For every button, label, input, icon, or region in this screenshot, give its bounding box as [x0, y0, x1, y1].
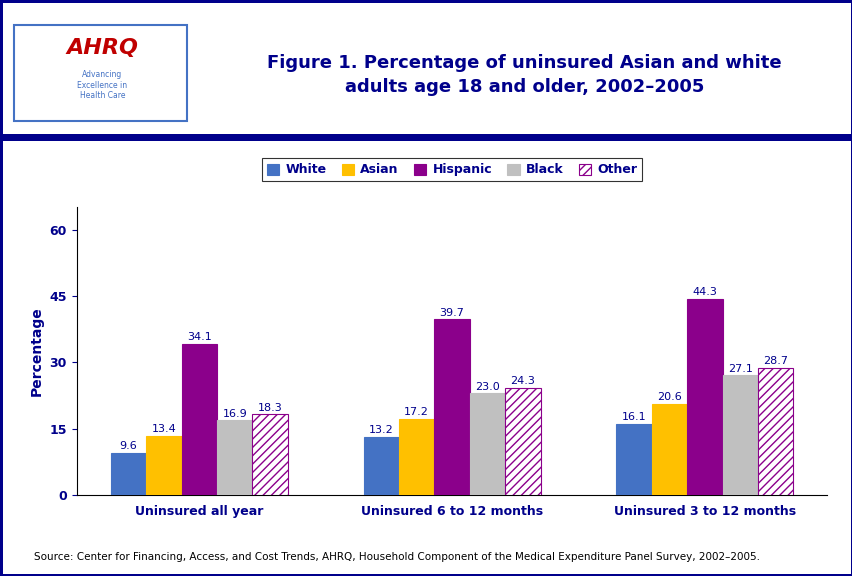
Legend: White, Asian, Hispanic, Black, Other: White, Asian, Hispanic, Black, Other — [262, 158, 642, 181]
Text: 16.1: 16.1 — [621, 412, 646, 422]
Bar — [722, 376, 757, 495]
Y-axis label: Percentage: Percentage — [30, 306, 44, 396]
Text: 24.3: 24.3 — [509, 376, 535, 386]
Bar — [181, 344, 216, 495]
Text: 34.1: 34.1 — [187, 332, 211, 343]
Text: 9.6: 9.6 — [119, 441, 137, 451]
Bar — [687, 299, 722, 495]
Bar — [469, 393, 504, 495]
Text: 23.0: 23.0 — [475, 382, 499, 392]
Bar — [399, 419, 434, 495]
Text: Figure 1. Percentage of uninsured Asian and white
adults age 18 and older, 2002–: Figure 1. Percentage of uninsured Asian … — [267, 54, 781, 96]
Text: 13.4: 13.4 — [152, 424, 176, 434]
Text: AHRQ: AHRQ — [66, 38, 138, 58]
Bar — [363, 437, 399, 495]
Bar — [434, 320, 469, 495]
Bar — [651, 404, 687, 495]
Bar — [146, 436, 181, 495]
Bar — [757, 368, 792, 495]
Bar — [252, 414, 287, 495]
Text: 39.7: 39.7 — [439, 308, 464, 318]
FancyBboxPatch shape — [14, 25, 187, 122]
Text: 20.6: 20.6 — [656, 392, 681, 402]
Text: 27.1: 27.1 — [727, 363, 751, 373]
Text: Source: Center for Financing, Access, and Cost Trends, AHRQ, Household Component: Source: Center for Financing, Access, an… — [34, 552, 759, 562]
Text: 28.7: 28.7 — [763, 357, 787, 366]
Text: 16.9: 16.9 — [222, 409, 247, 419]
Bar — [111, 453, 146, 495]
Bar — [216, 420, 252, 495]
Text: 17.2: 17.2 — [404, 407, 429, 418]
Text: 13.2: 13.2 — [369, 425, 394, 435]
Text: Advancing
Excellence in
Health Care: Advancing Excellence in Health Care — [78, 70, 127, 100]
Text: 44.3: 44.3 — [692, 287, 717, 297]
Bar — [616, 424, 651, 495]
Bar — [504, 388, 540, 495]
Text: 18.3: 18.3 — [257, 403, 282, 412]
